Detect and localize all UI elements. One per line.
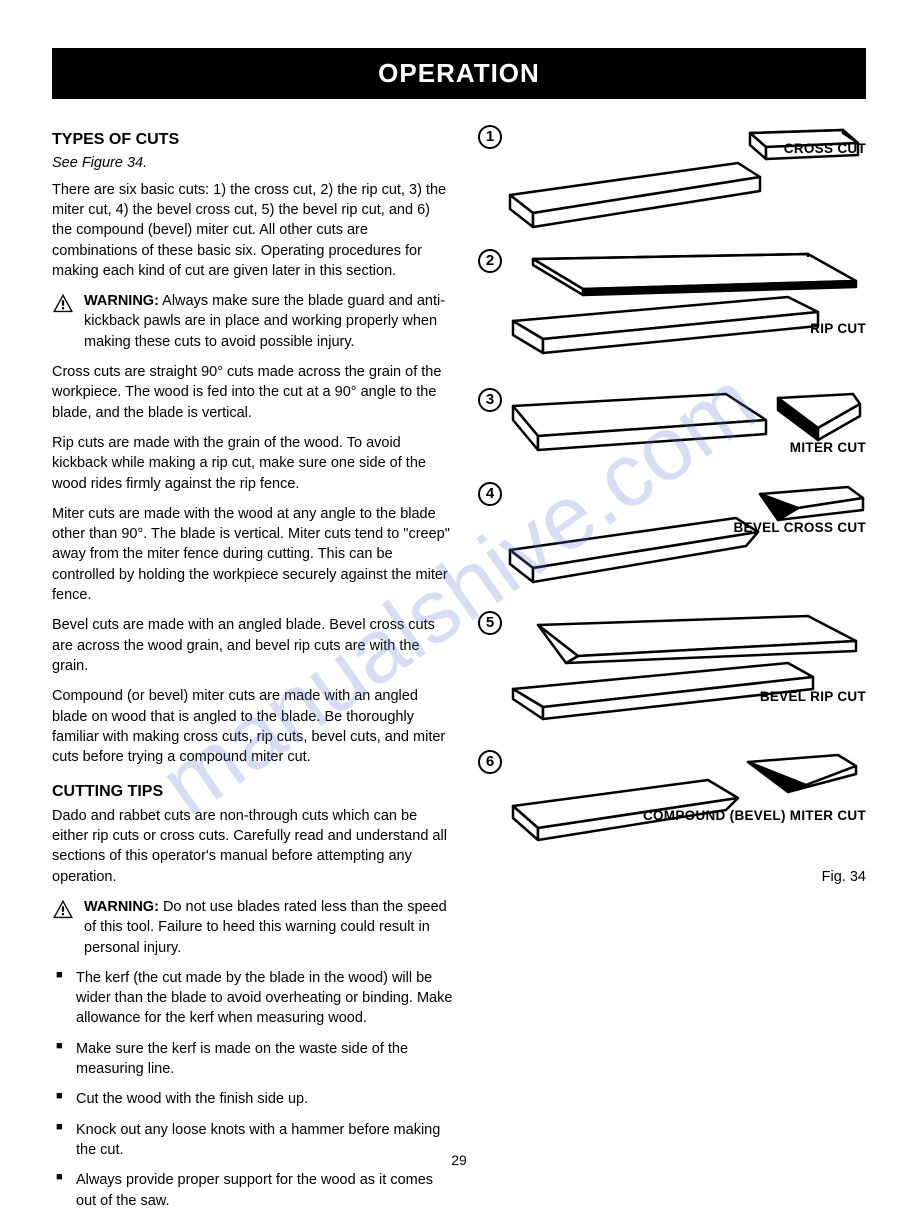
tip-item: Always provide proper support for the wo… bbox=[52, 1170, 454, 1211]
cut-row-4: 4 BEVEL CROSS CUT bbox=[478, 482, 866, 597]
tips-list: The kerf (the cut made by the blade in t… bbox=[52, 968, 454, 1211]
tip-item: Cut the wood with the finish side up. bbox=[52, 1089, 454, 1109]
tip-item: The kerf (the cut made by the blade in t… bbox=[52, 968, 454, 1029]
warning-triangle-icon bbox=[52, 293, 74, 313]
warning-1-label: WARNING: bbox=[84, 293, 159, 309]
bevel-rip-cut-diagram bbox=[478, 611, 866, 736]
miter-cut-diagram bbox=[478, 388, 866, 468]
warning-1-text: WARNING: Always make sure the blade guar… bbox=[84, 291, 454, 352]
rip-cut-diagram bbox=[478, 249, 866, 374]
tips-heading: CUTTING TIPS bbox=[52, 781, 454, 803]
para-miter: Miter cuts are made with the wood at any… bbox=[52, 504, 454, 605]
para-rip: Rip cuts are made with the grain of the … bbox=[52, 433, 454, 494]
cut-number-1: 1 bbox=[478, 125, 502, 149]
para-compound: Compound (or bevel) miter cuts are made … bbox=[52, 686, 454, 767]
left-column: TYPES OF CUTS See Figure 34. There are s… bbox=[52, 125, 454, 1221]
cut-number-5: 5 bbox=[478, 611, 502, 635]
content-columns: TYPES OF CUTS See Figure 34. There are s… bbox=[52, 125, 866, 1221]
cut-label-1: CROSS CUT bbox=[784, 141, 866, 156]
cut-row-3: 3 MITER CUT bbox=[478, 388, 866, 468]
cut-row-6: 6 COMPOUND (BEVEL) MITER CUT bbox=[478, 750, 866, 855]
page-number: 29 bbox=[451, 1152, 467, 1168]
right-column: 1 CROSS CUT 2 RIP CUT bbox=[478, 125, 866, 1221]
warning-block-2: WARNING: Do not use blades rated less th… bbox=[52, 897, 454, 958]
cut-row-1: 1 CROSS CUT bbox=[478, 125, 866, 235]
tip-item: Knock out any loose knots with a hammer … bbox=[52, 1120, 454, 1161]
bevel-cross-cut-diagram bbox=[478, 482, 866, 597]
warning-triangle-icon bbox=[52, 899, 74, 919]
cut-number-6: 6 bbox=[478, 750, 502, 774]
warning-2-text: WARNING: Do not use blades rated less th… bbox=[84, 897, 454, 958]
para-cross: Cross cuts are straight 90° cuts made ac… bbox=[52, 362, 454, 423]
para-bevel: Bevel cuts are made with an angled blade… bbox=[52, 615, 454, 676]
types-heading: TYPES OF CUTS bbox=[52, 129, 454, 151]
cut-label-2: RIP CUT bbox=[810, 321, 866, 336]
cut-label-4: BEVEL CROSS CUT bbox=[733, 520, 866, 535]
cut-number-3: 3 bbox=[478, 388, 502, 412]
cut-number-2: 2 bbox=[478, 249, 502, 273]
cut-number-4: 4 bbox=[478, 482, 502, 506]
figure-caption: Fig. 34 bbox=[478, 869, 866, 885]
cut-label-5: BEVEL RIP CUT bbox=[760, 689, 866, 704]
cut-label-3: MITER CUT bbox=[790, 440, 866, 455]
types-subheading: See Figure 34. bbox=[52, 153, 454, 173]
tip-item: Make sure the kerf is made on the waste … bbox=[52, 1039, 454, 1080]
tips-intro: Dado and rabbet cuts are non-through cut… bbox=[52, 806, 454, 887]
compound-miter-cut-diagram bbox=[478, 750, 866, 855]
cut-label-6: COMPOUND (BEVEL) MITER CUT bbox=[643, 808, 866, 823]
warning-block-1: WARNING: Always make sure the blade guar… bbox=[52, 291, 454, 352]
cut-row-2: 2 RIP CUT bbox=[478, 249, 866, 374]
types-intro: There are six basic cuts: 1) the cross c… bbox=[52, 180, 454, 281]
cut-row-5: 5 BEVEL RIP CUT bbox=[478, 611, 866, 736]
section-banner: OPERATION bbox=[52, 48, 866, 99]
warning-2-label: WARNING: bbox=[84, 899, 159, 915]
